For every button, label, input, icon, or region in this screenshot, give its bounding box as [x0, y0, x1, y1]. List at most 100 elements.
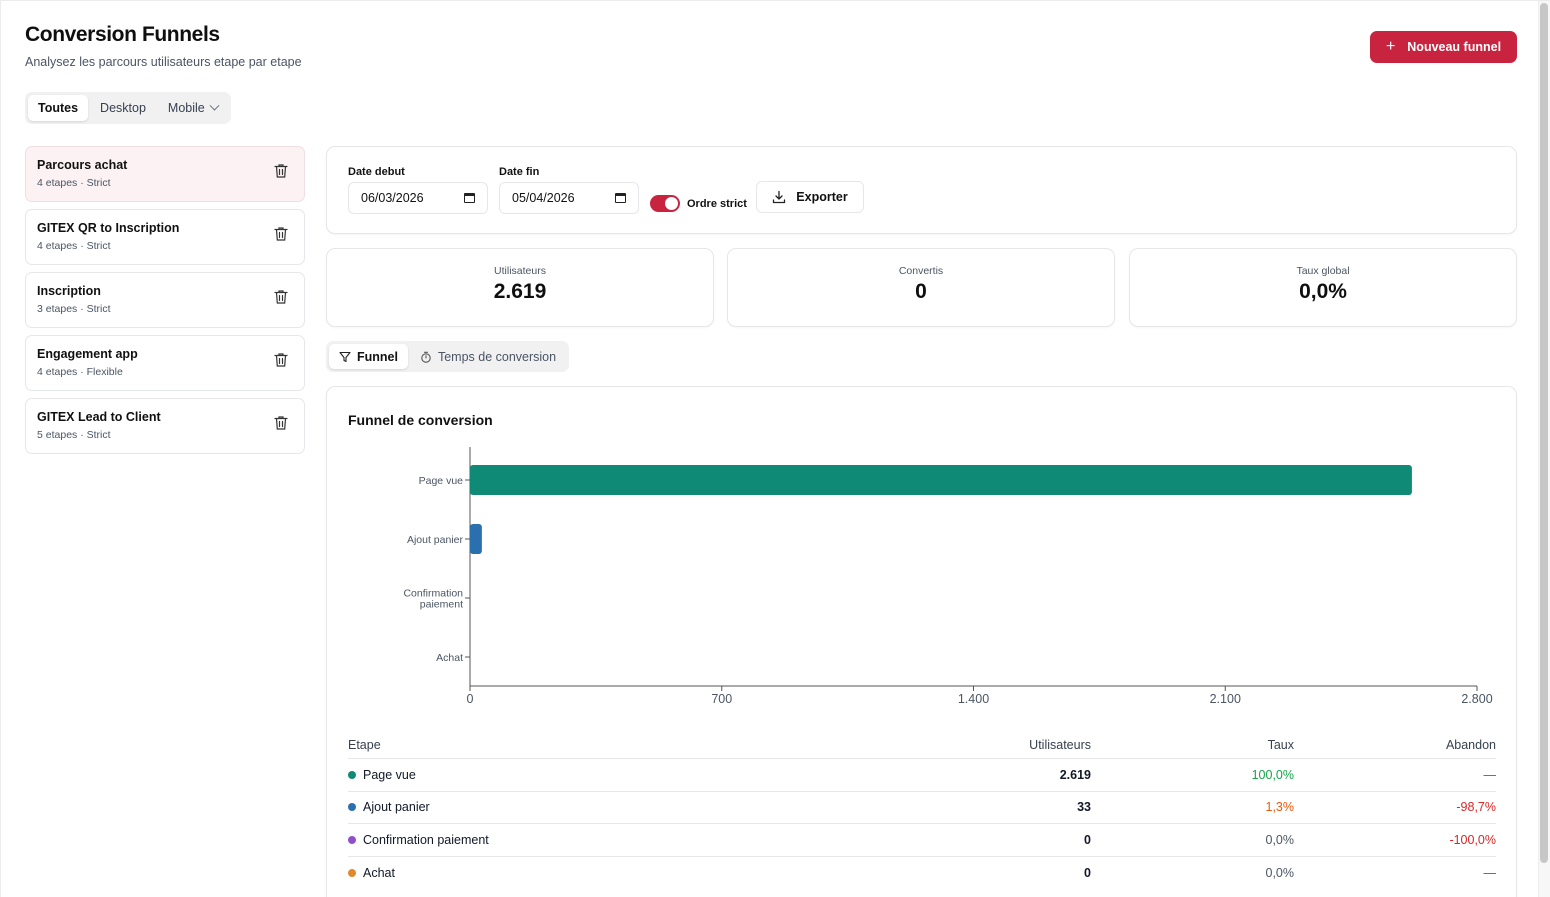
- stat-label: Utilisateurs: [494, 265, 546, 277]
- table-row: Achat 0 0,0% —: [348, 857, 1496, 890]
- device-filter: Toutes Desktop Mobile: [25, 92, 231, 124]
- plus-icon: +: [1385, 38, 1396, 55]
- x-tick-label: 2.800: [1461, 692, 1492, 706]
- trash-icon[interactable]: [274, 289, 288, 305]
- page-subtitle: Analysez les parcours utilisateurs etape…: [25, 55, 302, 69]
- strict-order-toggle[interactable]: [650, 195, 680, 212]
- funnel-name: Inscription: [37, 284, 101, 298]
- new-funnel-label: Nouveau funnel: [1407, 40, 1502, 54]
- table-row: Page vue 2.619 100,0% —: [348, 759, 1496, 792]
- step-users: 0: [1084, 865, 1091, 880]
- step-abandon: -98,7%: [1456, 800, 1496, 815]
- x-tick-label: 2.100: [1210, 692, 1241, 706]
- device-option-toutes[interactable]: Toutes: [28, 95, 89, 121]
- funnel-list: Parcours achat 4 etapes · Strict GITEX Q…: [25, 146, 305, 461]
- tab-conversion-time[interactable]: Temps de conversion: [410, 344, 566, 369]
- calendar-icon[interactable]: [615, 193, 626, 203]
- strict-order-label: Ordre strict: [687, 198, 747, 210]
- scrollbar-track[interactable]: [1538, 1, 1550, 897]
- header-taux: Taux: [1267, 738, 1294, 752]
- y-tick-label: Confirmation paiement: [403, 588, 463, 611]
- scrollbar-thumb[interactable]: [1540, 3, 1548, 863]
- step-users: 0: [1084, 832, 1091, 847]
- step-color-dot: [348, 868, 356, 877]
- device-option-desktop[interactable]: Desktop: [90, 95, 156, 121]
- new-funnel-button[interactable]: + Nouveau funnel: [1370, 31, 1517, 63]
- funnel-item-inscription[interactable]: Inscription 3 etapes · Strict: [25, 272, 305, 328]
- stat-value: 2.619: [493, 280, 547, 303]
- step-name: Page vue: [363, 767, 416, 782]
- step-taux: 0,0%: [1265, 832, 1295, 847]
- start-date-label: Date debut: [348, 166, 405, 178]
- bar-ajout-panier: [470, 524, 482, 554]
- step-color-dot: [348, 770, 356, 779]
- funnel-name: GITEX Lead to Client: [37, 410, 161, 424]
- y-tick-label: Ajout panier: [407, 534, 464, 546]
- calendar-icon[interactable]: [464, 193, 475, 203]
- trash-icon[interactable]: [274, 226, 288, 242]
- filter-icon: [339, 351, 351, 362]
- step-taux: 1,3%: [1265, 800, 1295, 815]
- funnel-item-gitex-qr[interactable]: GITEX QR to Inscription 4 etapes · Stric…: [25, 209, 305, 265]
- end-date-input[interactable]: 05/04/2026: [499, 182, 639, 214]
- funnel-meta: 4 etapes · Flexible: [37, 366, 123, 378]
- funnel-item-engagement-app[interactable]: Engagement app 4 etapes · Flexible: [25, 335, 305, 391]
- table-row: Ajout panier 33 1,3% -98,7%: [348, 792, 1496, 824]
- step-name: Achat: [363, 865, 395, 880]
- table-row: Confirmation paiement 0 0,0% -100,0%: [348, 824, 1496, 857]
- x-tick-label: 1.400: [958, 692, 989, 706]
- stat-converted: Convertis 0: [727, 248, 1115, 327]
- tab-conversion-time-label: Temps de conversion: [437, 349, 557, 364]
- stat-label: Convertis: [898, 265, 944, 277]
- start-date-input[interactable]: 06/03/2026: [348, 182, 488, 214]
- funnel-name: Parcours achat: [37, 158, 128, 172]
- timer-icon: [421, 351, 431, 363]
- trash-icon[interactable]: [274, 415, 288, 431]
- funnel-name: Engagement app: [37, 347, 138, 361]
- trash-icon[interactable]: [274, 352, 288, 368]
- funnel-item-gitex-lead[interactable]: GITEX Lead to Client 5 etapes · Strict: [25, 398, 305, 454]
- funnel-chart: 0 700 1.400 2.100 2.800 Page vue Ajout panier C…: [403, 447, 1493, 706]
- step-color-dot: [348, 835, 356, 844]
- trash-icon[interactable]: [274, 163, 288, 179]
- tab-funnel[interactable]: Funnel: [329, 344, 408, 369]
- start-date-value: 06/03/2026: [361, 191, 424, 205]
- device-option-label: Mobile: [167, 101, 205, 115]
- y-tick-label: Page vue: [419, 475, 464, 487]
- funnel-chart-panel: Funnel de conversion 0 700 1.400 2.100 2.800…: [326, 386, 1517, 897]
- step-abandon: —: [1483, 767, 1497, 782]
- step-users: 33: [1077, 800, 1091, 815]
- step-abandon: —: [1483, 865, 1497, 880]
- device-option-mobile[interactable]: Mobile: [158, 95, 228, 121]
- header-users: Utilisateurs: [1029, 738, 1091, 752]
- tab-funnel-label: Funnel: [357, 349, 398, 364]
- funnel-name: GITEX QR to Inscription: [37, 221, 180, 235]
- header-abandon: Abandon: [1445, 738, 1496, 752]
- x-tick-label: 700: [711, 692, 732, 706]
- step-name: Confirmation paiement: [363, 832, 489, 847]
- page-title: Conversion Funnels: [25, 23, 220, 46]
- download-icon: [773, 190, 786, 204]
- step-taux: 0,0%: [1265, 865, 1295, 880]
- end-date-value: 05/04/2026: [512, 191, 575, 205]
- table-header: Etape Utilisateurs Taux Abandon: [348, 732, 1496, 759]
- device-option-label: Desktop: [100, 101, 146, 115]
- x-tick-label: 0: [467, 692, 474, 706]
- funnel-item-parcours-achat[interactable]: Parcours achat 4 etapes · Strict: [25, 146, 305, 202]
- funnel-meta: 5 etapes · Strict: [37, 429, 111, 441]
- device-option-label: Toutes: [38, 101, 79, 115]
- export-label: Exporter: [796, 190, 848, 204]
- funnel-meta: 4 etapes · Strict: [37, 240, 111, 252]
- end-date-label: Date fin: [499, 166, 540, 178]
- funnel-meta: 4 etapes · Strict: [37, 177, 111, 189]
- stat-global-rate: Taux global 0,0%: [1129, 248, 1517, 327]
- stat-value: 0,0%: [1299, 280, 1347, 303]
- header-etape: Etape: [348, 738, 381, 752]
- step-abandon: -100,0%: [1449, 832, 1496, 847]
- bar-page-vue: [470, 465, 1412, 495]
- filters-panel: Date debut 06/03/2026 Date fin 05/04/202…: [326, 146, 1517, 234]
- export-button[interactable]: Exporter: [756, 181, 864, 213]
- view-tabs: Funnel Temps de conversion: [326, 341, 570, 372]
- stat-label: Taux global: [1296, 265, 1350, 277]
